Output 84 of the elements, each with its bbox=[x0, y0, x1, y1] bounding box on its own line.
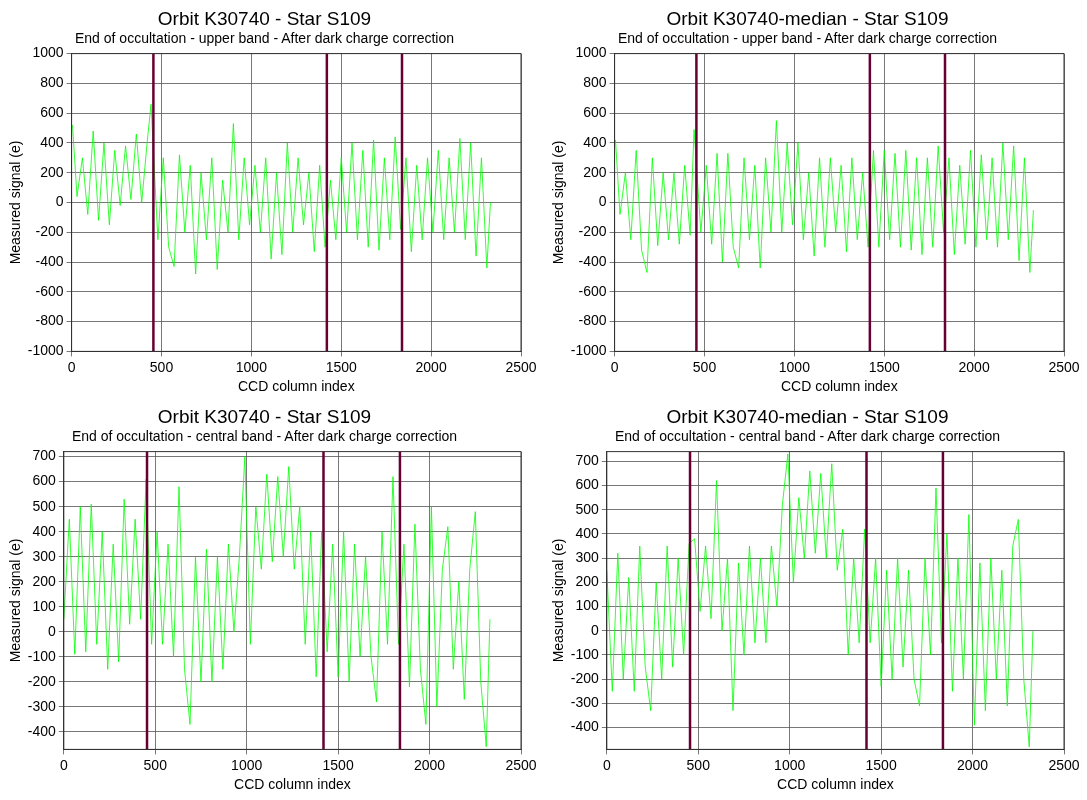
chart-subtitle: End of occultation - central band - After dark charge correction bbox=[71, 428, 458, 445]
x-tick-label: 500 bbox=[686, 756, 711, 773]
y-tick-label: 600 bbox=[583, 104, 607, 121]
y-tick-label: -300 bbox=[27, 697, 57, 714]
chart-title: Orbit K30740-median - Star S109 bbox=[666, 7, 949, 29]
x-tick-label: 1500 bbox=[868, 358, 901, 375]
y-tick-label: 800 bbox=[40, 74, 64, 91]
x-tick-label: 2000 bbox=[415, 358, 447, 375]
y-tick-label: -100 bbox=[27, 647, 57, 664]
y-tick-label: 700 bbox=[32, 447, 57, 464]
y-tick-label: 200 bbox=[575, 573, 600, 590]
y-axis-title: Measured signal (e) bbox=[7, 140, 24, 265]
y-axis-title: Measured signal (e) bbox=[550, 140, 567, 265]
x-tick-label: 500 bbox=[143, 756, 168, 773]
y-tick-label: -1000 bbox=[570, 342, 607, 359]
y-tick-label: -400 bbox=[570, 718, 600, 735]
y-tick-label: -400 bbox=[578, 252, 607, 269]
y-tick-label: 400 bbox=[40, 133, 64, 150]
y-tick-label: 300 bbox=[32, 547, 57, 564]
x-tick-label: 1000 bbox=[231, 756, 263, 773]
x-tick-label: 1500 bbox=[325, 358, 358, 375]
y-tick-label: 500 bbox=[575, 500, 600, 517]
y-tick-label: 200 bbox=[583, 163, 607, 180]
y-tick-label: -400 bbox=[35, 252, 64, 269]
y-tick-label: 400 bbox=[32, 522, 57, 539]
y-tick-label: -600 bbox=[578, 282, 607, 299]
y-tick-label: 200 bbox=[40, 163, 64, 180]
y-tick-label: 600 bbox=[40, 104, 64, 121]
y-tick-label: 0 bbox=[591, 621, 600, 638]
y-tick-label: 300 bbox=[575, 548, 600, 565]
y-tick-label: 400 bbox=[583, 133, 607, 150]
y-tick-label: 700 bbox=[575, 452, 600, 469]
chart-subtitle: End of occultation - central band - After dark charge correction bbox=[614, 428, 1001, 445]
x-tick-label: 2500 bbox=[505, 358, 537, 375]
x-tick-label: 500 bbox=[149, 358, 174, 375]
x-tick-label: 2000 bbox=[958, 358, 990, 375]
chart-title: Orbit K30740-median - Star S109 bbox=[666, 405, 949, 427]
y-tick-label: -200 bbox=[578, 223, 607, 240]
x-tick-label: 0 bbox=[67, 358, 76, 375]
y-tick-label: -600 bbox=[35, 282, 64, 299]
y-tick-label: -200 bbox=[570, 670, 600, 687]
y-tick-label: 100 bbox=[32, 597, 57, 614]
x-tick-label: 2500 bbox=[1048, 756, 1080, 773]
y-tick-label: 1000 bbox=[575, 44, 607, 61]
y-tick-label: -800 bbox=[578, 312, 607, 329]
x-tick-label: 0 bbox=[610, 358, 619, 375]
y-tick-label: 500 bbox=[32, 497, 57, 514]
x-tick-label: 2500 bbox=[1048, 358, 1080, 375]
y-tick-label: -800 bbox=[35, 312, 64, 329]
x-tick-label: 2500 bbox=[505, 756, 537, 773]
y-tick-label: -300 bbox=[570, 694, 600, 711]
y-tick-label: 800 bbox=[583, 74, 607, 91]
x-axis-title: CCD column index bbox=[777, 776, 894, 793]
y-tick-label: 400 bbox=[575, 524, 600, 541]
x-tick-label: 1000 bbox=[235, 358, 268, 375]
y-tick-label: 600 bbox=[32, 472, 57, 489]
x-tick-label: 1000 bbox=[774, 756, 806, 773]
x-tick-label: 1000 bbox=[778, 358, 811, 375]
y-axis-title: Measured signal (e) bbox=[7, 538, 24, 663]
x-axis-title: CCD column index bbox=[237, 378, 355, 395]
y-tick-label: 0 bbox=[55, 193, 64, 210]
y-tick-label: -400 bbox=[27, 722, 57, 739]
x-tick-label: 1500 bbox=[865, 756, 897, 773]
chart-subtitle: End of occultation - upper band - After dark charge correction bbox=[75, 30, 454, 47]
y-tick-label: -200 bbox=[27, 672, 57, 689]
y-tick-label: 0 bbox=[598, 193, 607, 210]
y-tick-label: -200 bbox=[35, 223, 64, 240]
y-tick-label: 100 bbox=[575, 597, 600, 614]
y-tick-label: -1000 bbox=[27, 342, 64, 359]
chart-title: Orbit K30740 - Star S109 bbox=[157, 405, 372, 427]
x-tick-label: 1500 bbox=[322, 756, 354, 773]
y-tick-label: 1000 bbox=[32, 44, 64, 61]
x-tick-label: 2000 bbox=[413, 756, 446, 773]
y-tick-label: 600 bbox=[575, 476, 600, 493]
y-tick-label: 200 bbox=[32, 572, 57, 589]
y-tick-label: 0 bbox=[48, 622, 57, 639]
x-tick-label: 2000 bbox=[956, 756, 989, 773]
x-tick-label: 500 bbox=[692, 358, 717, 375]
x-axis-title: CCD column index bbox=[234, 776, 351, 793]
y-tick-label: -100 bbox=[570, 645, 600, 662]
x-axis-title: CCD column index bbox=[780, 378, 898, 395]
chart-subtitle: End of occultation - upper band - After dark charge correction bbox=[618, 30, 997, 47]
chart-title: Orbit K30740 - Star S109 bbox=[157, 7, 372, 29]
y-axis-title: Measured signal (e) bbox=[550, 538, 567, 663]
